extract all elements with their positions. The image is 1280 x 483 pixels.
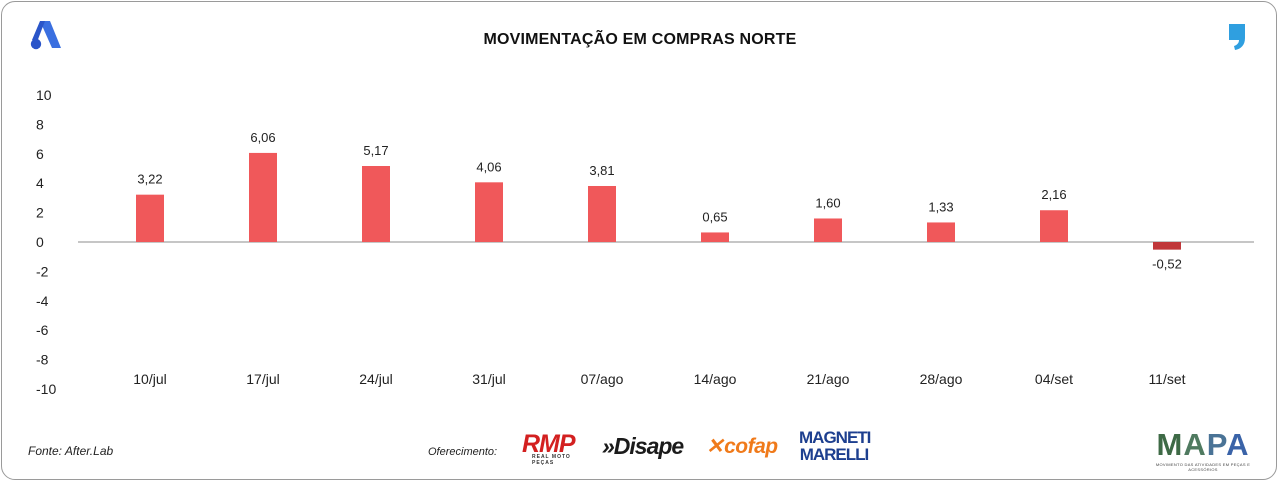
- rmp-logo-tagline: REAL MOTO PEÇAS: [532, 454, 571, 466]
- cofap-logo-text: cofap: [724, 435, 778, 458]
- y-tick-label: -10: [36, 381, 56, 397]
- mapa-logo: MAPA MOVIMENTO DAS ATIVIDADES EM PEÇAS E…: [1150, 427, 1256, 473]
- bar-value-label: 3,81: [589, 163, 614, 178]
- bar: [588, 185, 616, 242]
- bar-value-label: 2,16: [1041, 187, 1066, 202]
- disape-logo: »Disape: [602, 433, 684, 459]
- bar: [249, 152, 277, 242]
- y-tick-label: -8: [36, 352, 49, 368]
- bar-value-label: 1,33: [928, 199, 953, 214]
- x-tick-label: 24/jul: [359, 371, 392, 387]
- x-tick-label: 21/ago: [807, 371, 850, 387]
- y-tick-label: 0: [36, 234, 44, 250]
- bar: [1040, 210, 1068, 242]
- y-tick-label: 8: [36, 116, 44, 132]
- rmp-logo-text: RMP: [522, 430, 576, 458]
- x-tick-label: 31/jul: [472, 371, 505, 387]
- magneti-marelli-logo: MAGNETI MARELLI: [799, 428, 871, 464]
- bar-value-label: 0,65: [702, 209, 727, 224]
- y-tick-label: 6: [36, 146, 44, 162]
- y-tick-label: 4: [36, 175, 44, 191]
- bar: [814, 218, 842, 242]
- y-tick-label: -4: [36, 293, 49, 309]
- x-tick-label: 10/jul: [133, 371, 166, 387]
- cofap-x-icon: ✕: [706, 435, 724, 458]
- bar-value-label: 5,17: [363, 143, 388, 158]
- source-note: Fonte: After.Lab: [28, 444, 114, 458]
- x-tick-label: 14/ago: [694, 371, 737, 387]
- bar-value-label: 4,06: [476, 159, 501, 174]
- mapa-logo-tagline: MOVIMENTO DAS ATIVIDADES EM PEÇAS E ACES…: [1155, 462, 1251, 472]
- bar: [136, 194, 164, 242]
- y-tick-label: 2: [36, 205, 44, 221]
- bar: [362, 166, 390, 242]
- quote-mark-logo-icon: [1229, 24, 1245, 50]
- x-tick-label: 11/set: [1148, 371, 1185, 387]
- offered-by-label: Oferecimento:: [428, 446, 498, 458]
- y-tick-label: -6: [36, 322, 49, 338]
- x-tick-label: 17/jul: [246, 371, 279, 387]
- bar-value-label: 1,60: [815, 195, 840, 210]
- y-tick-label: -2: [36, 263, 49, 279]
- bar: [475, 182, 503, 242]
- bar: [701, 232, 729, 242]
- afterlab-a-logo-icon: [30, 21, 61, 50]
- bar-value-label: 3,22: [137, 172, 162, 187]
- rmp-logo: RMP REAL MOTO PEÇAS: [522, 430, 592, 466]
- bar: [1153, 242, 1181, 250]
- mapa-logo-text: MAPA: [1156, 427, 1250, 462]
- magneti-logo-line1: MAGNETI: [799, 428, 871, 447]
- bar: [927, 222, 955, 242]
- x-tick-label: 28/ago: [920, 371, 963, 387]
- bar-value-label: 6,06: [250, 130, 275, 145]
- chart-title: MOVIMENTAÇÃO EM COMPRAS NORTE: [483, 31, 797, 48]
- x-tick-label: 07/ago: [581, 371, 624, 387]
- x-tick-label: 04/set: [1035, 371, 1073, 387]
- bar-value-label: -0,52: [1152, 257, 1182, 272]
- cofap-logo: ✕cofap: [706, 434, 778, 459]
- y-tick-label: 10: [36, 87, 52, 103]
- magneti-logo-line2: MARELLI: [799, 445, 870, 464]
